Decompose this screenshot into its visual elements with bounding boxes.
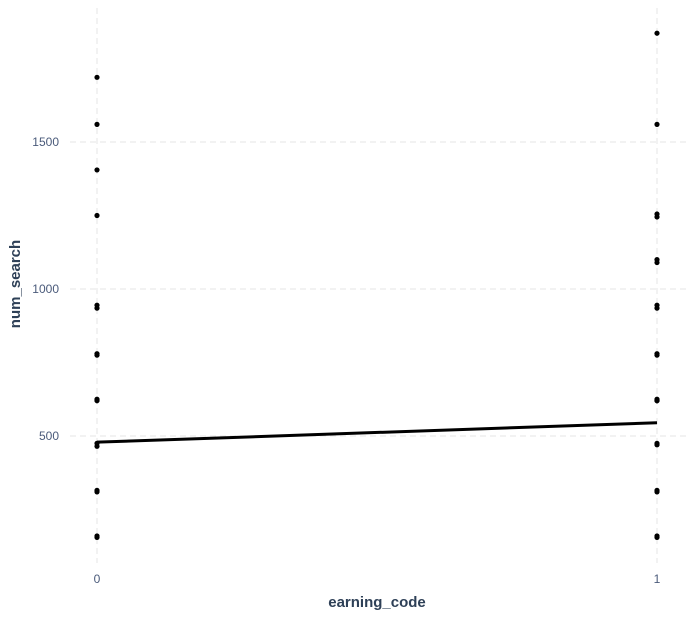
y-tick-label: 500 [39,429,59,443]
x-axis-title: earning_code [328,594,426,611]
horizontal-gridlines [70,141,686,437]
data-point [94,305,100,311]
trend-line-group [96,421,658,444]
data-point [654,534,660,541]
data-point [94,534,100,541]
data-point [654,30,660,36]
data-point [94,489,100,495]
y-axis-title: num_search [7,240,24,328]
data-point [94,352,100,358]
data-point [94,398,100,404]
data-point [94,121,100,127]
data-point [654,305,660,311]
y-tick-label: 1500 [32,135,59,149]
data-point [654,259,660,266]
trend-line [96,421,658,444]
data-point [654,442,660,448]
x-tick-label: 1 [654,572,661,586]
data-point [654,121,660,127]
data-point [654,398,660,404]
data-point [654,489,660,495]
data-point [654,214,660,220]
data-point [94,167,100,173]
x-tick-label: 0 [94,572,101,586]
data-point [94,212,100,219]
vertical-gridlines [96,8,658,563]
data-point [94,74,100,80]
data-points [94,30,660,541]
y-tick-label: 1000 [32,282,59,296]
data-point [94,443,100,449]
y-axis-ticks: 500 1000 1500 [32,135,59,443]
data-point [654,352,660,358]
